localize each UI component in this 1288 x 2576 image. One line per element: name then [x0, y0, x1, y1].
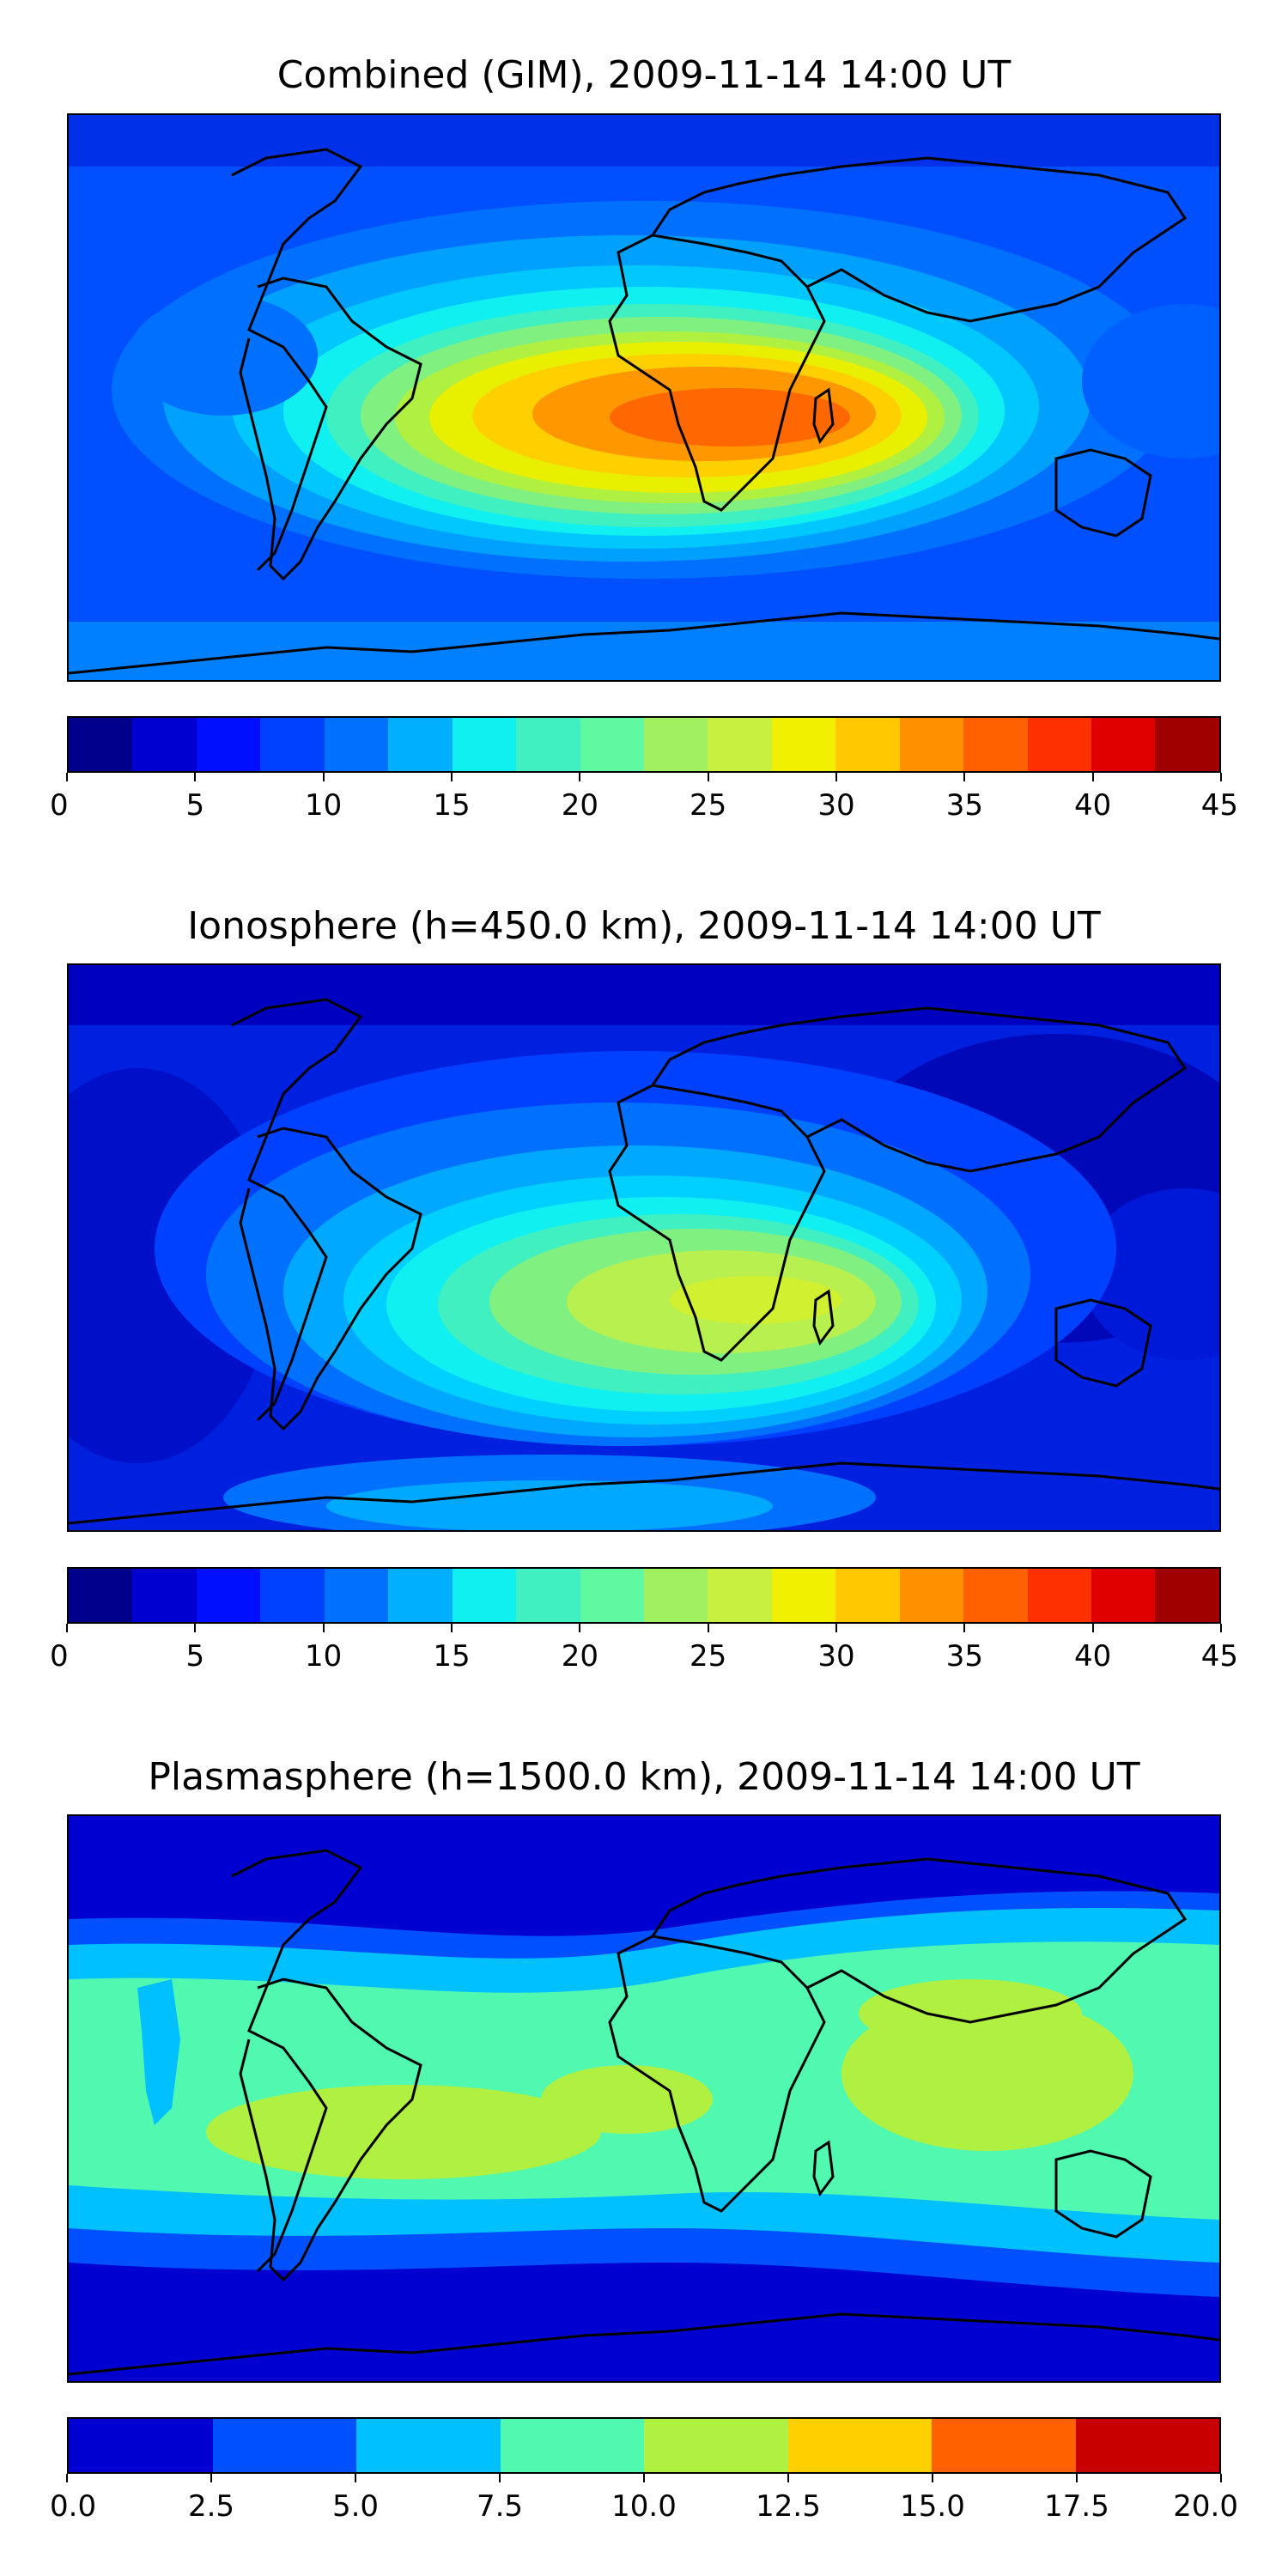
colorbar-segment — [324, 718, 389, 771]
colorbar-tick-label: 20 — [561, 1639, 598, 1674]
colorbar-tick-label: 10 — [305, 788, 343, 823]
colorbar-segment — [835, 1569, 900, 1622]
colorbar-segment — [963, 1569, 1028, 1622]
colorbar-tick-label: 25 — [690, 1639, 727, 1674]
colorbar-tick-label: 15 — [433, 788, 471, 823]
colorbar-segment — [356, 2419, 501, 2472]
colorbar-segment — [899, 1569, 964, 1622]
map-title-ionosphere: Ionosphere (h=450.0 km), 2009-11-14 14:0… — [187, 904, 1101, 948]
colorbar-tick-label: 5 — [185, 788, 205, 823]
colorbar-tick-label: 5.0 — [331, 2489, 380, 2524]
coastlines — [69, 1849, 1219, 2376]
colorbar-segment — [212, 2419, 356, 2472]
colorbar-segment — [1075, 2419, 1219, 2472]
colorbar-segment — [644, 2419, 788, 2472]
colorbar-segment — [643, 1569, 708, 1622]
colorbar-tick-label: 20 — [561, 788, 598, 823]
colorbar-segment — [452, 718, 517, 771]
colorbar-tick-label: 0 — [50, 1639, 69, 1674]
colorbar-segment — [787, 2419, 932, 2472]
colorbar-tick-label: 15.0 — [900, 2489, 965, 2524]
colorbar-tick-label: 12.5 — [756, 2489, 821, 2524]
colorbar-tick-label: 7.5 — [476, 2489, 524, 2524]
colorbar-segment — [196, 718, 261, 771]
colorbar-ticks-combined: 0 5 10 15 20 25 30 35 40 45 — [50, 773, 1238, 824]
colorbar-segment — [899, 718, 964, 771]
colorbar-ionosphere — [67, 1567, 1221, 1624]
coastlines — [69, 998, 1219, 1525]
colorbar-segment — [260, 718, 325, 771]
colorbar-tick-label: 15 — [433, 1639, 471, 1674]
map-plasmasphere — [67, 1814, 1221, 2383]
colorbar-segment — [500, 2419, 644, 2472]
colorbar-segment — [1027, 1569, 1091, 1622]
colorbar-segment — [580, 1569, 644, 1622]
colorbar-tick-label: 35 — [945, 1639, 983, 1674]
colorbar-tick-label: 40 — [1074, 1639, 1112, 1674]
colorbar-tick-label: 17.5 — [1044, 2489, 1109, 2524]
colorbar-tick-label: 30 — [817, 788, 855, 823]
colorbar-tick-label: 5 — [185, 1639, 205, 1674]
colorbar-segment — [132, 718, 197, 771]
colorbar-ticks-ionosphere: 0 5 10 15 20 25 30 35 40 45 — [50, 1624, 1238, 1675]
colorbar-tick-label: 10.0 — [611, 2489, 677, 2524]
colorbar-plasmasphere — [67, 2417, 1221, 2474]
colorbar-tick-label: 10 — [305, 1639, 343, 1674]
colorbar-segment — [963, 718, 1028, 771]
colorbar-segment — [771, 1569, 836, 1622]
colorbar-segment — [452, 1569, 517, 1622]
colorbar-segment — [69, 718, 133, 771]
colorbar-segment — [1091, 718, 1156, 771]
colorbar-segment — [1155, 718, 1219, 771]
colorbar-segment — [388, 718, 453, 771]
colorbar-segment — [69, 1569, 133, 1622]
colorbar-segment — [388, 1569, 453, 1622]
map-title-plasmasphere: Plasmasphere (h=1500.0 km), 2009-11-14 1… — [148, 1755, 1140, 1799]
colorbar-segment — [132, 1569, 197, 1622]
colorbar-tick-label: 45 — [1200, 788, 1238, 823]
colorbar-segment — [69, 2419, 213, 2472]
map-combined-gim — [67, 113, 1221, 682]
colorbar-segment — [835, 718, 900, 771]
colorbar-segment — [196, 1569, 261, 1622]
colorbar-tick-label: 0.0 — [50, 2489, 97, 2524]
map-title-combined: Combined (GIM), 2009-11-14 14:00 UT — [276, 53, 1012, 97]
colorbar-segment — [771, 718, 836, 771]
map-ionosphere — [67, 963, 1221, 1532]
colorbar-segment — [1091, 1569, 1156, 1622]
colorbar-tick-label: 20.0 — [1173, 2489, 1238, 2524]
colorbar-tick-label: 0 — [50, 788, 69, 823]
colorbar-tick-label: 35 — [945, 788, 983, 823]
colorbar-segment — [932, 2419, 1076, 2472]
colorbar-segment — [1027, 718, 1091, 771]
colorbar-segment — [580, 718, 644, 771]
colorbar-tick-label: 30 — [817, 1639, 855, 1674]
colorbar-tick-label: 40 — [1074, 788, 1112, 823]
colorbar-segment — [516, 1569, 580, 1622]
colorbar-tick-label: 25 — [690, 788, 727, 823]
colorbar-segment — [708, 718, 772, 771]
colorbar-segment — [643, 718, 708, 771]
colorbar-tick-label: 2.5 — [187, 2489, 235, 2524]
coastlines — [69, 148, 1219, 675]
colorbar-segment — [1155, 1569, 1219, 1622]
colorbar-tick-label: 45 — [1200, 1639, 1238, 1674]
colorbar-segment — [324, 1569, 389, 1622]
colorbar-segment — [260, 1569, 325, 1622]
colorbar-segment — [708, 1569, 772, 1622]
colorbar-combined — [67, 716, 1221, 773]
colorbar-ticks-plasmasphere: 0.0 2.5 5.0 7.5 10.0 12.5 15.0 17.5 20.0 — [50, 2474, 1238, 2525]
colorbar-segment — [516, 718, 580, 771]
